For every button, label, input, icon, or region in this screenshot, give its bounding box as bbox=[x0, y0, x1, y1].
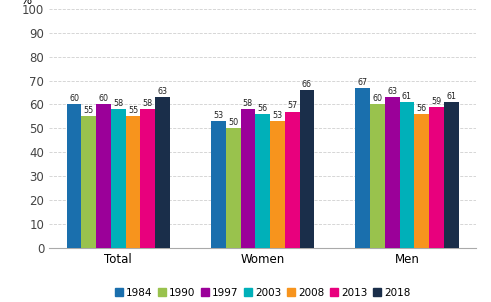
Text: 50: 50 bbox=[228, 118, 238, 127]
Bar bbox=[414, 114, 429, 248]
Text: 63: 63 bbox=[158, 87, 167, 96]
Bar bbox=[67, 104, 82, 248]
Text: 56: 56 bbox=[258, 104, 268, 113]
Text: 55: 55 bbox=[84, 106, 94, 115]
Text: 66: 66 bbox=[302, 80, 312, 89]
Bar bbox=[255, 114, 270, 248]
Bar bbox=[82, 117, 96, 248]
Bar bbox=[211, 121, 226, 248]
Text: 60: 60 bbox=[99, 94, 109, 103]
Text: 60: 60 bbox=[373, 94, 382, 103]
Bar bbox=[355, 88, 370, 248]
Text: 53: 53 bbox=[273, 111, 282, 120]
Bar bbox=[400, 102, 414, 248]
Bar bbox=[270, 121, 285, 248]
Text: 61: 61 bbox=[446, 92, 456, 101]
Bar bbox=[370, 104, 385, 248]
Bar bbox=[140, 109, 155, 248]
Text: 61: 61 bbox=[402, 92, 412, 101]
Bar bbox=[300, 90, 314, 248]
Bar bbox=[285, 112, 300, 248]
Text: 60: 60 bbox=[69, 94, 79, 103]
Text: 63: 63 bbox=[387, 87, 397, 96]
Bar bbox=[444, 102, 459, 248]
Text: 58: 58 bbox=[113, 99, 123, 108]
Text: 55: 55 bbox=[128, 106, 138, 115]
Text: 67: 67 bbox=[357, 78, 368, 87]
Legend: 1984, 1990, 1997, 2003, 2008, 2013, 2018: 1984, 1990, 1997, 2003, 2008, 2013, 2018 bbox=[110, 284, 415, 302]
Bar bbox=[226, 128, 241, 248]
Text: 57: 57 bbox=[287, 101, 298, 111]
Text: 58: 58 bbox=[243, 99, 253, 108]
Y-axis label: %: % bbox=[20, 0, 31, 7]
Text: 56: 56 bbox=[417, 104, 427, 113]
Text: 53: 53 bbox=[214, 111, 223, 120]
Text: 58: 58 bbox=[143, 99, 153, 108]
Bar bbox=[111, 109, 126, 248]
Bar bbox=[385, 97, 400, 248]
Bar bbox=[241, 109, 255, 248]
Bar bbox=[429, 107, 444, 248]
Bar bbox=[96, 104, 111, 248]
Bar bbox=[155, 97, 170, 248]
Bar bbox=[126, 117, 140, 248]
Text: 59: 59 bbox=[432, 97, 441, 106]
